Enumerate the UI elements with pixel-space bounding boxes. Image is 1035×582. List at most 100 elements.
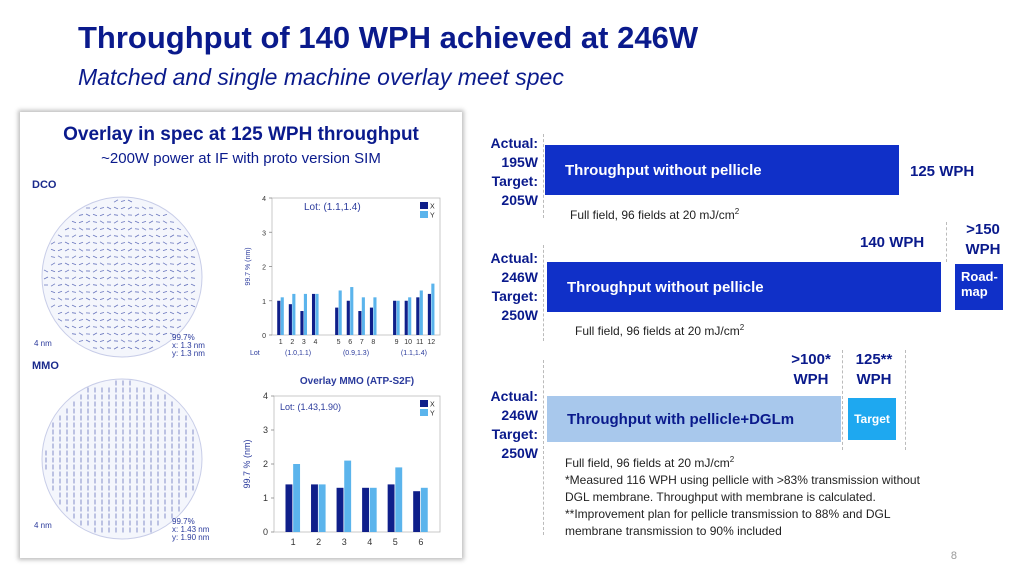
y-axis-label: 99.7 % (nm) [245,247,252,285]
row3-target-box: Target [848,398,896,440]
bar-y-4 [315,293,319,335]
bar-y-11 [419,290,423,335]
bar-x-6 [413,491,421,532]
row2-note: Full field, 96 fields at 20 mJ/cm2 [575,323,745,338]
bar-y-5 [338,290,342,335]
x-tick-label: 4 [313,339,317,346]
bar-y-2 [292,293,296,335]
row3-divider-mid [842,350,843,450]
bar-y-1 [280,297,284,335]
dco-label: DCO [32,179,57,191]
bar-x-3 [336,487,344,532]
bar-y-9 [396,300,400,335]
row2-divider-right [946,222,947,262]
row2-divider [543,245,544,341]
x-tick-label: 6 [418,537,423,547]
x-tick-label: 2 [316,537,321,547]
legend-swatch-y [420,409,428,416]
lot-legend: Lot: (1.43,1.90) [280,402,341,412]
mmo-label: MMO [32,360,59,372]
bar-x-3 [300,311,304,335]
bar-x-7 [358,311,362,335]
page-subtitle: Matched and single machine overlay meet … [78,64,564,90]
plot-area [273,395,441,533]
y-tick-label: 4 [262,196,266,203]
dco-wafer-map [41,196,203,358]
panel-subtitle: ~200W power at IF with proto version SIM [101,150,381,167]
x-tick-label: 7 [360,339,364,346]
dco-wafer-vectors [43,199,196,350]
x-tick-label: 1 [291,537,296,547]
lot-legend: Lot: (1.1,1.4) [304,202,361,213]
y-tick-label: 1 [263,493,268,503]
bar-x-12 [427,293,431,335]
y-tick-label: 2 [263,459,268,469]
bar-x-9 [393,300,397,335]
row1-spec: Actual: 195W Target: 205W [490,135,538,208]
mmo-wafer-map [41,378,203,540]
y-tick-label: 0 [262,333,266,340]
bar-x-5 [387,484,395,532]
y-tick-label: 3 [263,425,268,435]
x-tick-label: 3 [302,339,306,346]
x-tick-label: 4 [367,537,372,547]
x-tick-label: 6 [348,339,352,346]
x-tick-label: 12 [427,339,435,346]
x-axis-title: Lot [250,350,260,357]
row2-spec: Actual: 246W Target: 250W [490,250,538,323]
plot-area [271,197,441,336]
y-tick-label: 4 [263,391,268,401]
row1-value: 125 WPH [910,163,975,180]
bar-y-8 [373,297,377,335]
x-tick-label: 5 [337,339,341,346]
bar-x-10 [404,300,408,335]
row2-throughput-bar: Throughput without pellicle [547,262,941,312]
bar-x-4 [362,487,370,532]
x-tick-label: 5 [393,537,398,547]
y-tick-label: 2 [262,265,266,272]
y-tick-label: 1 [262,299,266,306]
mmo-bar-chart: 0 1 2 3 4 99.7 % (nm) 1 2 3 4 5 6 Lot: (1.43,1.90) XY… [242,376,441,547]
bar-x-1 [277,300,281,335]
mmo-wafer-disc [41,378,203,540]
mmo-wafer-vectors [45,380,194,533]
y-axis-label: 99.7 % (nm) [242,439,252,488]
legend-label-x: X [430,402,435,409]
row2-value: 140 WPH [860,234,925,251]
x-tick-label: 8 [371,339,375,346]
group-label: (1.0,1.1) [285,350,311,357]
bar-x-11 [416,297,420,335]
x-tick-label: 3 [342,537,347,547]
x-tick-label: 10 [404,339,412,346]
dco-wafer-scale: 4 nm [34,339,52,348]
legend-swatch-x [420,202,428,209]
row1-divider [543,134,544,218]
mmo-wafer-stats: 99.7% x: 1.43 nm y: 1.90 nm [172,517,210,542]
x-tick-label: 1 [279,339,283,346]
row1-note: Full field, 96 fields at 20 mJ/cm2 [570,207,740,222]
bar-x-4 [311,293,316,335]
bar-y-4 [369,487,377,532]
legend-swatch-x [420,400,428,407]
bar-x-2 [311,484,318,532]
row3-value: >100* WPH [791,351,831,388]
row1-throughput-bar: Throughput without pellicle [545,145,899,195]
row2-roadmap-box: Road-map [955,264,1003,310]
row2-target-value: >150 WPH [965,221,1001,258]
mmo-wafer-scale: 4 nm [34,521,52,530]
bar-x-8 [369,307,374,335]
bar-y-6 [350,287,354,335]
group-label: (0.9,1.3) [343,350,369,357]
bar-x-6 [346,300,350,335]
row3-notes: Full field, 96 fields at 20 mJ/cm2 *Meas… [565,455,920,538]
bar-y-6 [420,487,428,532]
overlay-panel: Overlay in spec at 125 WPH throughput ~2… [20,112,462,558]
y-tick-label: 3 [262,230,266,237]
y-tick-label: 0 [263,527,268,537]
x-tick-label: 11 [416,339,423,346]
bar-y-1 [293,464,301,532]
page-title: Throughput of 140 WPH achieved at 246W [78,20,699,55]
legend-label-y: Y [430,411,435,418]
bar-x-2 [288,304,292,335]
bar-y-10 [408,297,412,335]
